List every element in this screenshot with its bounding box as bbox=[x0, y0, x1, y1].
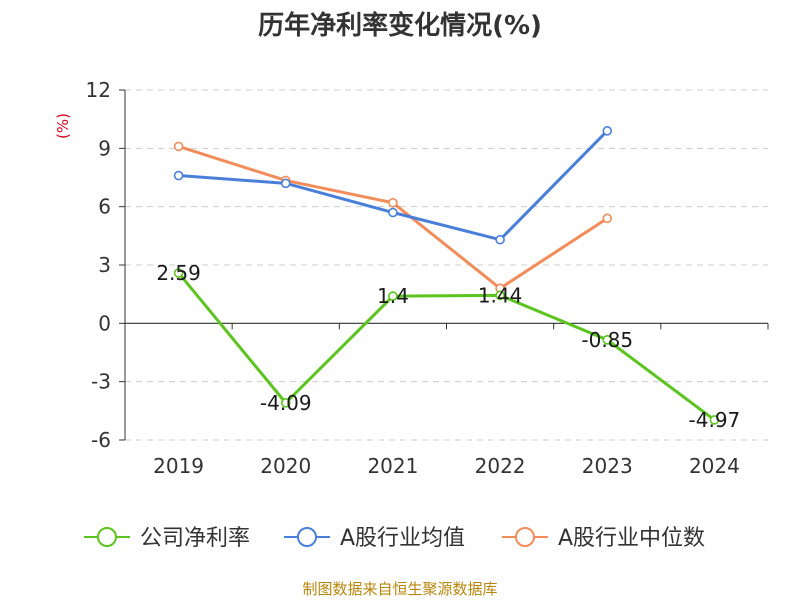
data-label: 2.59 bbox=[156, 261, 201, 285]
y-tick-label: -3 bbox=[91, 370, 111, 394]
legend-marker bbox=[515, 527, 535, 547]
data-label: 1.44 bbox=[478, 283, 523, 307]
gridlines bbox=[125, 89, 768, 441]
legend-label: 公司净利率 bbox=[140, 526, 250, 551]
y-tick-label: 9 bbox=[98, 136, 111, 160]
x-tick-label: 2023 bbox=[582, 454, 633, 478]
series-line bbox=[177, 272, 716, 422]
legend-label: A股行业均值 bbox=[340, 526, 465, 551]
data-point bbox=[388, 197, 398, 208]
data-label: -0.85 bbox=[581, 328, 633, 352]
data-point bbox=[388, 291, 398, 301]
data-point bbox=[709, 415, 720, 425]
data-point bbox=[602, 213, 613, 224]
legend-label: A股行业中位数 bbox=[558, 526, 705, 551]
series-line bbox=[178, 129, 609, 242]
data-point bbox=[602, 335, 613, 345]
data-label: -4.97 bbox=[689, 408, 741, 432]
data-point bbox=[495, 234, 505, 245]
data-point bbox=[173, 170, 184, 181]
x-tick-label: 2024 bbox=[689, 454, 740, 478]
y-tick-label: 12 bbox=[86, 78, 111, 102]
legend-marker bbox=[97, 527, 117, 547]
x-tick-label: 2022 bbox=[475, 454, 526, 478]
data-point bbox=[280, 178, 291, 189]
data-point bbox=[388, 207, 398, 218]
data-labels: 2.59 -4.09 1.4 1.44 -0.85 -4.97 bbox=[156, 261, 740, 432]
y-tick-label: 6 bbox=[98, 195, 111, 219]
y-tick-label: -6 bbox=[91, 428, 111, 452]
data-label: -4.09 bbox=[260, 391, 312, 415]
x-tick-label: 2021 bbox=[367, 454, 418, 478]
y-tick-label: 3 bbox=[98, 253, 111, 277]
legend-marker bbox=[297, 527, 317, 547]
x-tick-label: 2020 bbox=[260, 454, 311, 478]
data-label: 1.4 bbox=[377, 284, 409, 308]
series-line bbox=[178, 144, 609, 290]
data-point bbox=[280, 398, 291, 408]
x-tick-label: 2019 bbox=[153, 454, 204, 478]
chart-title: 历年净利率变化情况(%) bbox=[258, 10, 542, 41]
y-axis-unit: (%) bbox=[54, 113, 72, 139]
series bbox=[173, 126, 720, 425]
legend: 公司净利率 A股行业均值 A股行业中位数 bbox=[84, 526, 705, 551]
source-note: 制图数据来自恒生聚源数据库 bbox=[302, 580, 497, 598]
data-point bbox=[173, 268, 184, 278]
data-point bbox=[495, 290, 505, 301]
y-tick-label: 0 bbox=[98, 311, 111, 335]
axes: 12 9 6 3 0 -3 -6 2019 2020 2021 2022 2023 2024 bbox=[86, 78, 769, 478]
data-point bbox=[602, 126, 613, 136]
data-point bbox=[173, 141, 184, 152]
